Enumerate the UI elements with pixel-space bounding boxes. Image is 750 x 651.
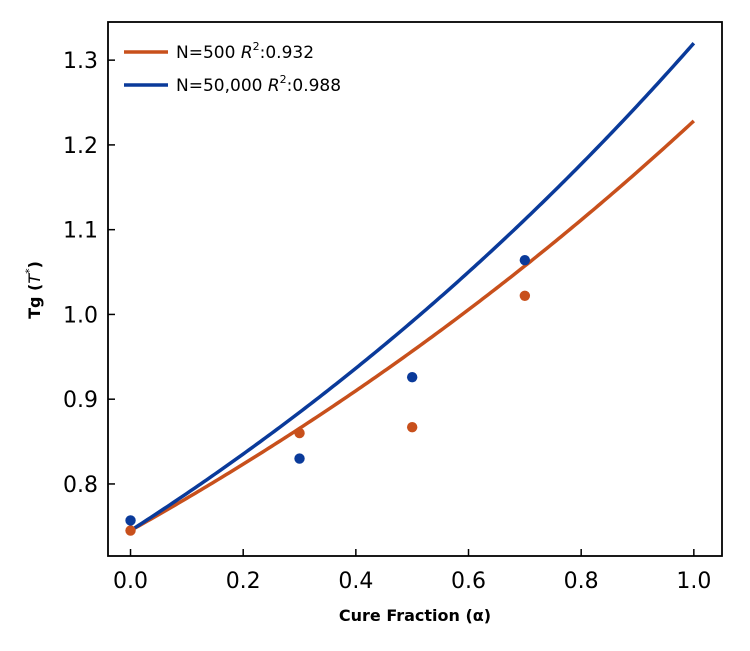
x-tick-label: 0.8 [564,569,599,594]
legend-label-n50000: N=50,000 [176,76,268,96]
fit-curve-n50000 [129,42,696,533]
plot-frame [107,21,723,557]
data-point-n50000 [406,371,418,383]
legend-r2-exp-n50000: 2 [280,73,287,86]
x-tick-label: 0.0 [113,569,148,594]
data-point-n50000 [125,515,136,526]
x-tick-label: 0.6 [451,569,486,594]
legend-r2-value-n500: :0.932 [260,43,314,63]
y-tick-label: 1.1 [63,219,98,244]
data-point-n500 [294,427,305,439]
y-axis-label-symbol: T [25,273,44,284]
legend: N=500 R2:0.932 N=50,000 R2:0.988 [124,40,341,96]
legend-r2-symbol-n500: R [241,43,253,63]
data-points [125,254,531,536]
y-axis-label-close: ) [25,261,44,268]
x-tick-label: 0.4 [338,569,373,594]
x-tick-label: 0.2 [226,569,261,594]
legend-label-n500: N=500 [176,43,241,63]
y-axis-label-main: Tg ( [25,284,44,319]
fit-curve-n500 [129,119,696,533]
y-tick-label: 0.8 [63,473,98,498]
fit-curves [129,42,696,533]
data-point-n50000 [294,453,305,464]
data-point-n500 [406,421,418,433]
data-point-n50000 [519,254,531,266]
legend-r2-symbol-n50000: R [268,76,280,96]
x-axis-label: Cure Fraction (α) [339,606,491,625]
data-point-n500 [125,525,136,536]
legend-r2-value-n50000: :0.988 [287,76,341,96]
legend-r2-exp-n500: 2 [253,40,260,53]
y-tick-label: 1.0 [63,303,98,328]
y-axis-label-superscript: * [23,268,36,274]
y-tick-label: 0.9 [63,388,98,413]
y-axis-label: Tg (T*) [23,261,44,319]
legend-entry-n50000: N=50,000 R2:0.988 [176,73,341,96]
x-tick-label: 1.0 [676,569,711,594]
data-point-n500 [519,290,531,301]
x-axis-ticks: 0.0 0.2 0.4 0.6 0.8 1.0 [113,549,711,594]
legend-entry-n500: N=500 R2:0.932 [176,40,314,63]
y-tick-label: 1.2 [63,134,98,159]
y-tick-label: 1.3 [63,49,98,74]
y-axis-ticks: 0.8 0.9 1.0 1.1 1.2 1.3 [63,49,115,498]
